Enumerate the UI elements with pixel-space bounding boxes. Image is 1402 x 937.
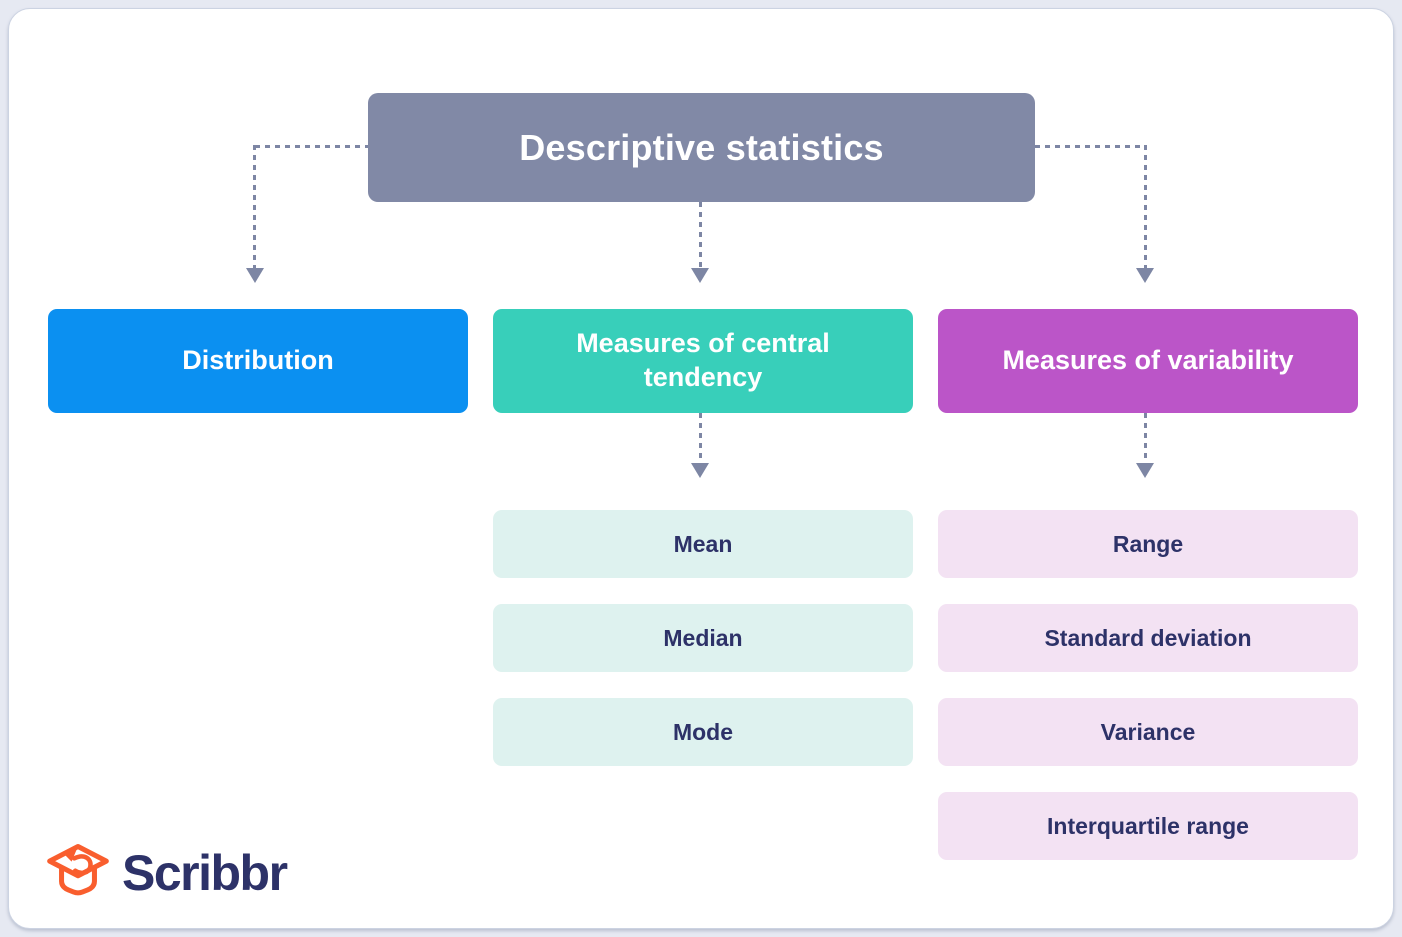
leaf-label: Range [1112,530,1184,557]
leaf-label: Mode [672,718,734,745]
arrow-down-icon [691,268,709,283]
leaf-node-mode: Mode [493,698,913,766]
branch-node-distribution: Distribution [48,309,468,413]
leaf-node-interquartile-range: Interquartile range [938,792,1358,860]
root-node-descriptive-statistics: Descriptive statistics [368,93,1035,202]
branch-label: Measures of central tendency [576,328,830,392]
leaf-label: Variance [1100,718,1196,745]
connector-middle-vertical [699,202,702,268]
leaf-label: Interquartile range [1047,812,1249,839]
connector-central-items-vertical [699,413,702,463]
leaf-node-standard-deviation: Standard deviation [938,604,1358,672]
branch-label: Measures of variability [1002,345,1294,376]
arrow-down-icon [691,463,709,478]
graduation-cap-icon [46,842,110,904]
branch-node-variability: Measures of variability [938,309,1358,413]
arrow-down-icon [1136,268,1154,283]
leaf-node-mean: Mean [493,510,913,578]
branch-label: Distribution [182,345,334,376]
connector-left-vertical [253,145,256,268]
root-node-label: Descriptive statistics [519,126,884,168]
connector-variability-items-vertical [1144,413,1147,463]
leaf-node-range: Range [938,510,1358,578]
scribbr-logo: Scribbr [46,842,288,904]
branch-node-central-tendency: Measures of central tendency [493,309,913,413]
leaf-label: Mean [673,530,733,557]
leaf-label: Median [663,624,743,651]
brand-wordmark: Scribbr [122,845,288,901]
connector-right-horizontal [1035,145,1145,148]
leaf-label: Standard deviation [1044,624,1252,651]
arrow-down-icon [246,268,264,283]
leaf-node-median: Median [493,604,913,672]
leaf-node-variance: Variance [938,698,1358,766]
arrow-down-icon [1136,463,1154,478]
connector-left-horizontal [255,145,368,148]
connector-right-vertical [1144,145,1147,268]
